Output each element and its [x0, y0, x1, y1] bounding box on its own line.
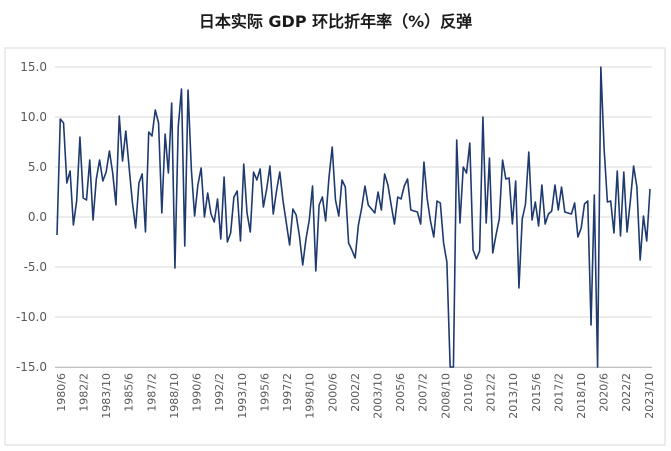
y-tick-label: 0.0 — [28, 210, 47, 224]
y-tick-label: 5.0 — [28, 160, 47, 174]
x-tick-label: 2002/2 — [349, 373, 362, 412]
x-tick-label: 1988/10 — [168, 373, 181, 419]
x-tick-label: 1980/6 — [55, 373, 68, 412]
x-tick-label: 1987/2 — [145, 373, 158, 412]
plot-frame — [4, 47, 666, 446]
y-axis: 15.0 10.0 5.0 0.0 -5.0 -10.0 -15.0 — [16, 60, 47, 374]
x-tick-label: 2003/10 — [371, 373, 384, 419]
x-tick-label: 2008/10 — [439, 373, 452, 419]
x-tick-label: 1992/2 — [213, 373, 226, 412]
x-tick-label: 1990/6 — [191, 373, 204, 412]
x-tick-label: 2013/10 — [507, 373, 520, 419]
y-tick-label: 10.0 — [20, 110, 47, 124]
x-tick-label: 1997/2 — [281, 373, 294, 412]
x-tick-label: 2017/2 — [552, 373, 565, 412]
x-tick-label: 2007/2 — [417, 373, 430, 412]
chart-title: 日本实际 GDP 环比折年率（%）反弹 — [198, 12, 473, 31]
x-tick-label: 2023/10 — [643, 373, 656, 419]
x-tick-label: 1982/2 — [77, 373, 90, 412]
x-tick-label: 2015/6 — [530, 373, 543, 412]
x-tick-label: 2005/6 — [394, 373, 407, 412]
x-tick-label: 2020/6 — [598, 373, 611, 412]
x-tick-label: 2000/6 — [326, 373, 339, 412]
y-tick-label: -15.0 — [16, 360, 47, 374]
x-tick-label: 1995/6 — [258, 373, 271, 412]
x-tick-label: 1983/10 — [100, 373, 113, 419]
x-axis: 1980/6 1982/2 1983/10 1985/6 1987/2 1988/10 19… — [55, 373, 656, 419]
x-tick-label: 2018/10 — [575, 373, 588, 419]
x-tick-label: 2012/2 — [485, 373, 498, 412]
x-tick-label: 1985/6 — [123, 373, 136, 412]
y-tick-label: -5.0 — [24, 260, 47, 274]
x-tick-label: 2022/2 — [620, 373, 633, 412]
x-tick-label: 1998/10 — [304, 373, 317, 419]
gdp-series-line — [56, 66, 651, 368]
y-tick-label: 15.0 — [20, 60, 47, 74]
x-tick-label: 1993/10 — [236, 373, 249, 419]
x-tick-label: 2010/6 — [462, 373, 475, 412]
y-tick-label: -10.0 — [16, 310, 47, 324]
